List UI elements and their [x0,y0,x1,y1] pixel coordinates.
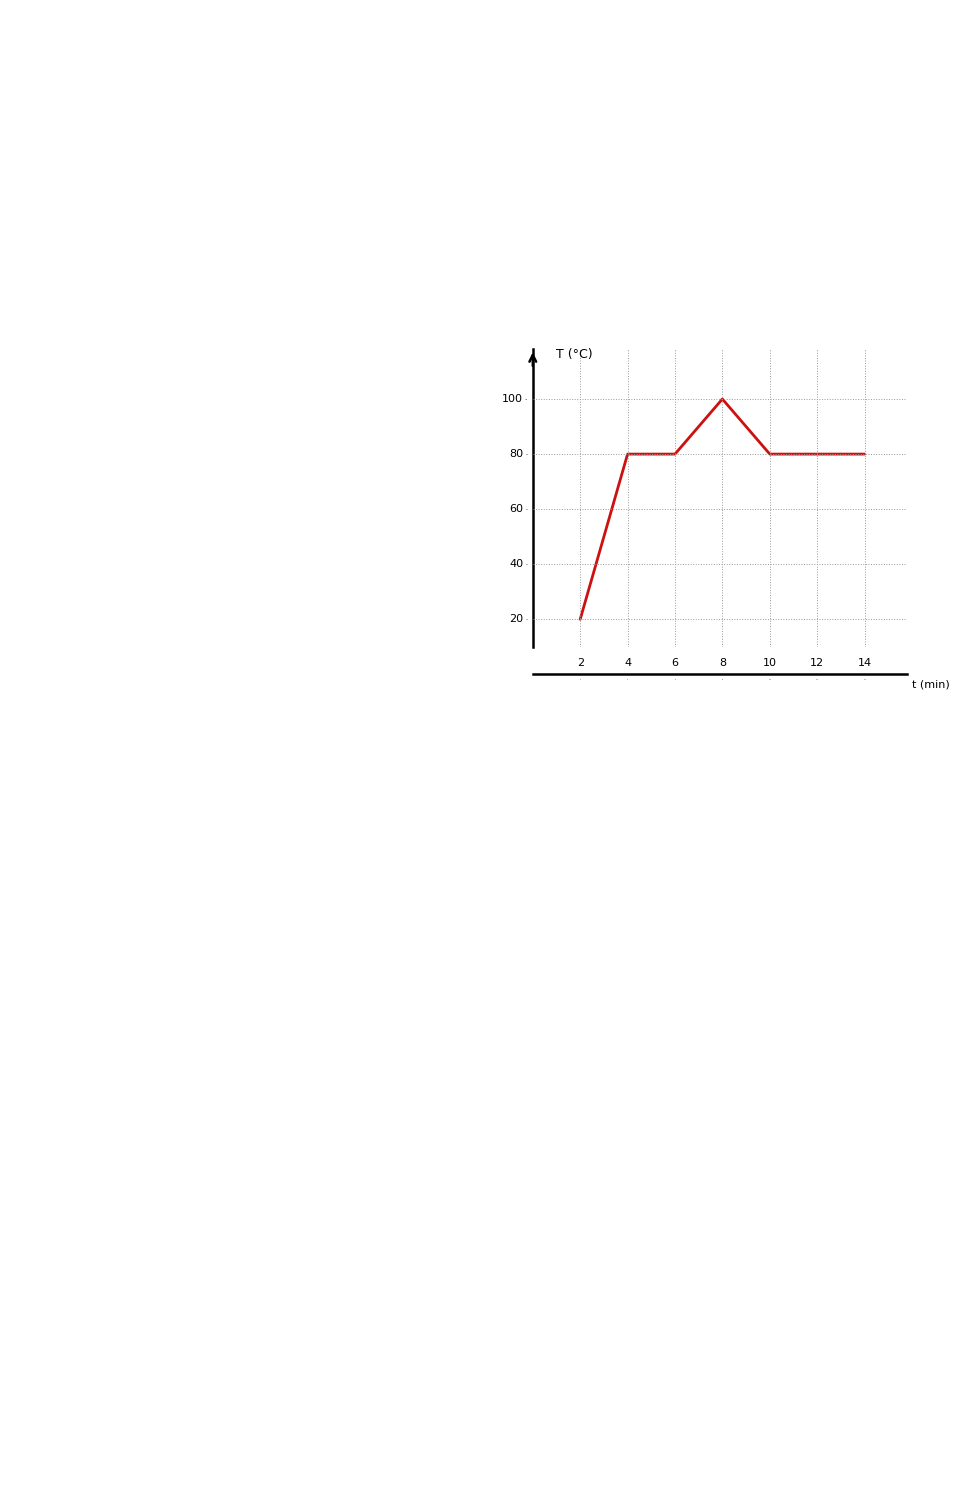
Text: 2: 2 [577,657,584,668]
Text: 10: 10 [763,657,777,668]
Text: 14: 14 [857,657,872,668]
Text: 80: 80 [509,449,523,459]
Text: 12: 12 [810,657,825,668]
Text: 20: 20 [509,614,523,625]
Text: 40: 40 [509,559,523,570]
Text: 60: 60 [510,504,523,515]
Text: 4: 4 [624,657,631,668]
Text: 8: 8 [719,657,726,668]
Text: 100: 100 [502,394,523,404]
Text: t (min): t (min) [912,680,949,690]
Text: 6: 6 [671,657,679,668]
Text: T (°C): T (°C) [557,348,593,361]
